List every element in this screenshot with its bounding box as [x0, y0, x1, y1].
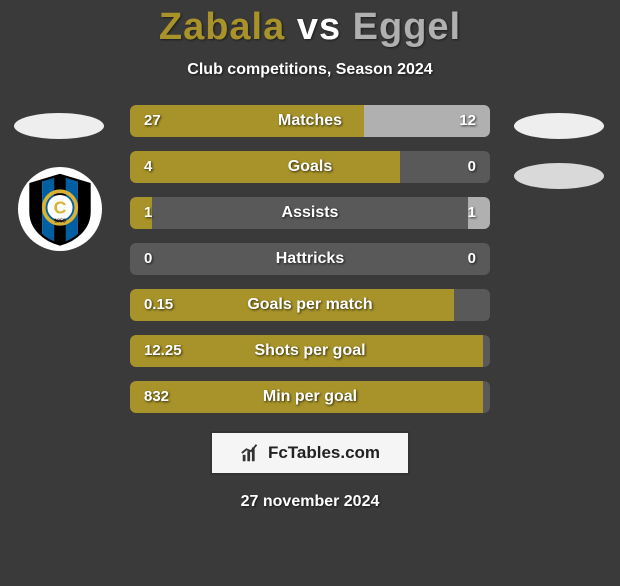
stat-label: Assists — [130, 197, 490, 229]
stat-row: 11Assists — [0, 197, 620, 231]
stats-arena: C 1958 2712Matches40Goals11Assists00Hatt… — [0, 105, 620, 415]
footer-date: 27 november 2024 — [0, 493, 620, 511]
player1-name: Zabala — [159, 6, 285, 48]
subtitle: Club competitions, Season 2024 — [0, 61, 620, 79]
stat-row: 12.25Shots per goal — [0, 335, 620, 369]
stat-label: Matches — [130, 105, 490, 137]
stat-row: 832Min per goal — [0, 381, 620, 415]
vs-text: vs — [297, 6, 341, 48]
stat-label: Goals — [130, 151, 490, 183]
player2-name: Eggel — [353, 6, 461, 48]
stat-label: Shots per goal — [130, 335, 490, 367]
branding-box[interactable]: FcTables.com — [210, 431, 410, 475]
stat-label: Min per goal — [130, 381, 490, 413]
stat-row: 0.15Goals per match — [0, 289, 620, 323]
branding-text: FcTables.com — [268, 443, 380, 463]
stat-label: Hattricks — [130, 243, 490, 275]
page-title: Zabala vs Eggel — [0, 6, 620, 49]
stat-row: 40Goals — [0, 151, 620, 185]
stat-row: 00Hattricks — [0, 243, 620, 277]
stat-row: 2712Matches — [0, 105, 620, 139]
stat-label: Goals per match — [130, 289, 490, 321]
chart-icon — [240, 442, 262, 464]
